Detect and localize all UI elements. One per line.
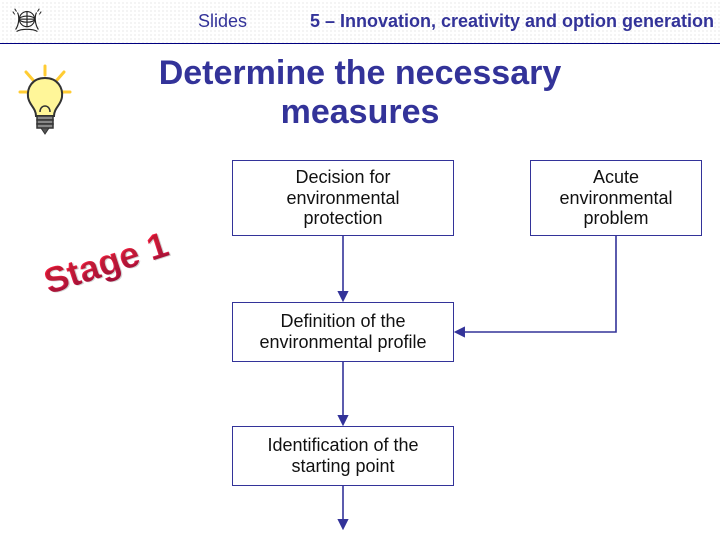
flow-node-acute: Acuteenvironmentalproblem bbox=[530, 160, 702, 236]
flow-node-decision: Decision forenvironmentalprotection bbox=[232, 160, 454, 236]
flow-node-profile: Definition of theenvironmental profile bbox=[232, 302, 454, 362]
logo-icon bbox=[6, 1, 48, 43]
page-title: Determine the necessarymeasures bbox=[0, 54, 720, 132]
flow-node-start: Identification of thestarting point bbox=[232, 426, 454, 486]
slides-label: Slides bbox=[198, 11, 247, 32]
stage-label: Stage 1 bbox=[39, 223, 174, 303]
chapter-title: 5 – Innovation, creativity and option ge… bbox=[310, 11, 714, 32]
top-bar: Slides 5 – Innovation, creativity and op… bbox=[0, 0, 720, 44]
